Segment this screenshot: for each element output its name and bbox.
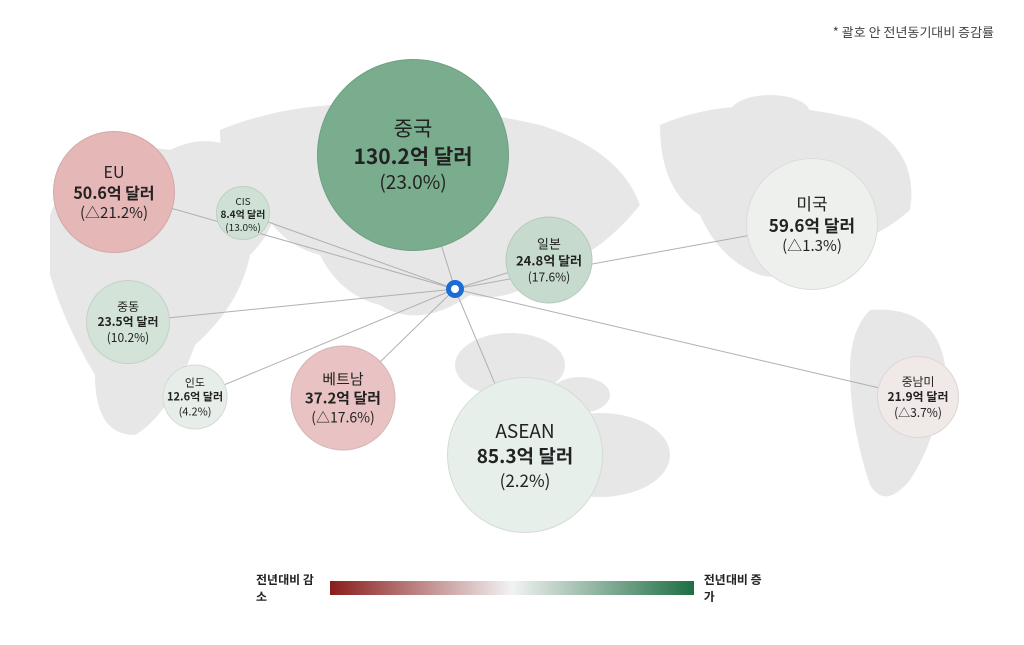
bubble-value: 24.8억 달러 (516, 252, 582, 269)
bubble-value: 37.2억 달러 (305, 389, 381, 409)
bubble-name: 베트남 (322, 369, 363, 389)
bubble-value: 85.3억 달러 (477, 444, 574, 469)
bubble-name: ASEAN (495, 419, 554, 444)
bubble-change: (△21.2%) (80, 203, 148, 223)
bubble-eu: EU50.6억 달러(△21.2%) (53, 131, 175, 253)
bubble-name: EU (104, 161, 125, 182)
bubble-change: (4.2%) (179, 404, 212, 418)
origin-marker (446, 280, 464, 298)
bubble-change: (2.2%) (500, 469, 551, 491)
bubble-name: CIS (235, 194, 250, 207)
bubble-latam: 중남미21.9억 달러(△3.7%) (877, 356, 959, 438)
bubble-name: 중국 (394, 115, 433, 142)
bubble-change: (△1.3%) (782, 236, 842, 256)
bubble-value: 21.9억 달러 (888, 389, 949, 405)
bubble-value: 23.5억 달러 (98, 314, 159, 330)
bubble-usa: 미국59.6억 달러(△1.3%) (746, 158, 878, 290)
bubble-india: 인도12.6억 달러(4.2%) (163, 365, 228, 430)
bubble-value: 130.2억 달러 (353, 143, 472, 170)
bubble-change: (△3.7%) (894, 405, 942, 421)
chart-stage: * 괄호 안 전년동기대비 증감률 전년대비 감소 전년대비 증가 중국130.… (0, 0, 1024, 645)
bubble-value: 50.6억 달러 (73, 182, 154, 203)
bubble-mideast: 중동23.5억 달러(10.2%) (86, 280, 170, 364)
bubble-name: 인도 (185, 376, 205, 390)
bubble-change: (17.6%) (528, 269, 570, 285)
bubble-asean: ASEAN85.3억 달러(2.2%) (447, 377, 603, 533)
bubble-name: 중동 (117, 299, 139, 315)
bubble-change: (10.2%) (107, 330, 149, 346)
bubble-change: (△17.6%) (311, 408, 375, 426)
bubble-japan: 일본24.8억 달러(17.6%) (506, 217, 593, 304)
bubble-name: 미국 (796, 192, 827, 214)
bubble-value: 12.6억 달러 (167, 390, 223, 404)
legend: 전년대비 감소 전년대비 증가 (256, 571, 768, 605)
bubble-cis: CIS8.4억 달러(13.0%) (216, 186, 270, 240)
bubble-vietnam: 베트남37.2억 달러(△17.6%) (291, 346, 396, 451)
footnote: * 괄호 안 전년동기대비 증감률 (833, 22, 994, 41)
bubble-china: 중국130.2억 달러(23.0%) (317, 59, 509, 251)
bubble-value: 59.6억 달러 (769, 214, 855, 236)
bubble-change: (13.0%) (225, 220, 260, 233)
legend-right-label: 전년대비 증가 (704, 571, 768, 605)
legend-gradient-bar (330, 581, 693, 595)
bubble-change: (23.0%) (379, 170, 446, 195)
bubble-value: 8.4억 달러 (221, 207, 266, 220)
legend-left-label: 전년대비 감소 (256, 571, 320, 605)
bubble-name: 중남미 (901, 374, 934, 390)
